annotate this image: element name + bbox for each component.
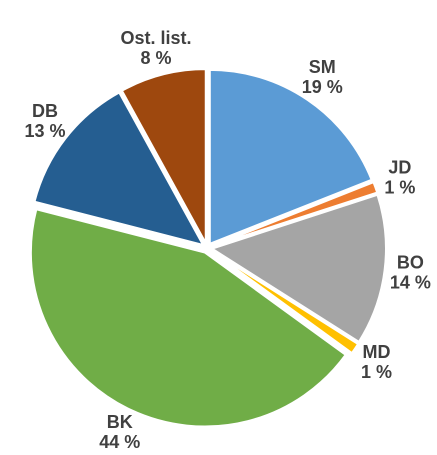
pie-slice [33, 91, 206, 247]
slice-label-value: 8 % [141, 48, 172, 68]
pie-slice [210, 249, 360, 355]
slice-label-value: 1 % [361, 362, 392, 382]
slice-label-name: JD [388, 157, 411, 177]
slice-label-name: MD [363, 342, 391, 362]
pie-slice [209, 193, 387, 344]
pie-slice [120, 68, 207, 244]
slice-label-value: 1 % [384, 177, 415, 197]
pie-slice [29, 208, 348, 428]
slice-label-value: 14 % [390, 272, 431, 292]
pie-slice [211, 180, 379, 248]
slice-label-name: BK [107, 412, 133, 432]
slice-label-value: 19 % [302, 77, 343, 97]
slice-label-name: SM [309, 57, 336, 77]
slice-label-name: Ost. list. [121, 28, 192, 48]
slice-label-value: 44 % [99, 432, 140, 452]
slice-label-name: BO [397, 252, 424, 272]
pie-slice [208, 68, 373, 246]
slice-label-value: 13 % [25, 121, 66, 141]
slice-label-name: DB [32, 101, 58, 121]
